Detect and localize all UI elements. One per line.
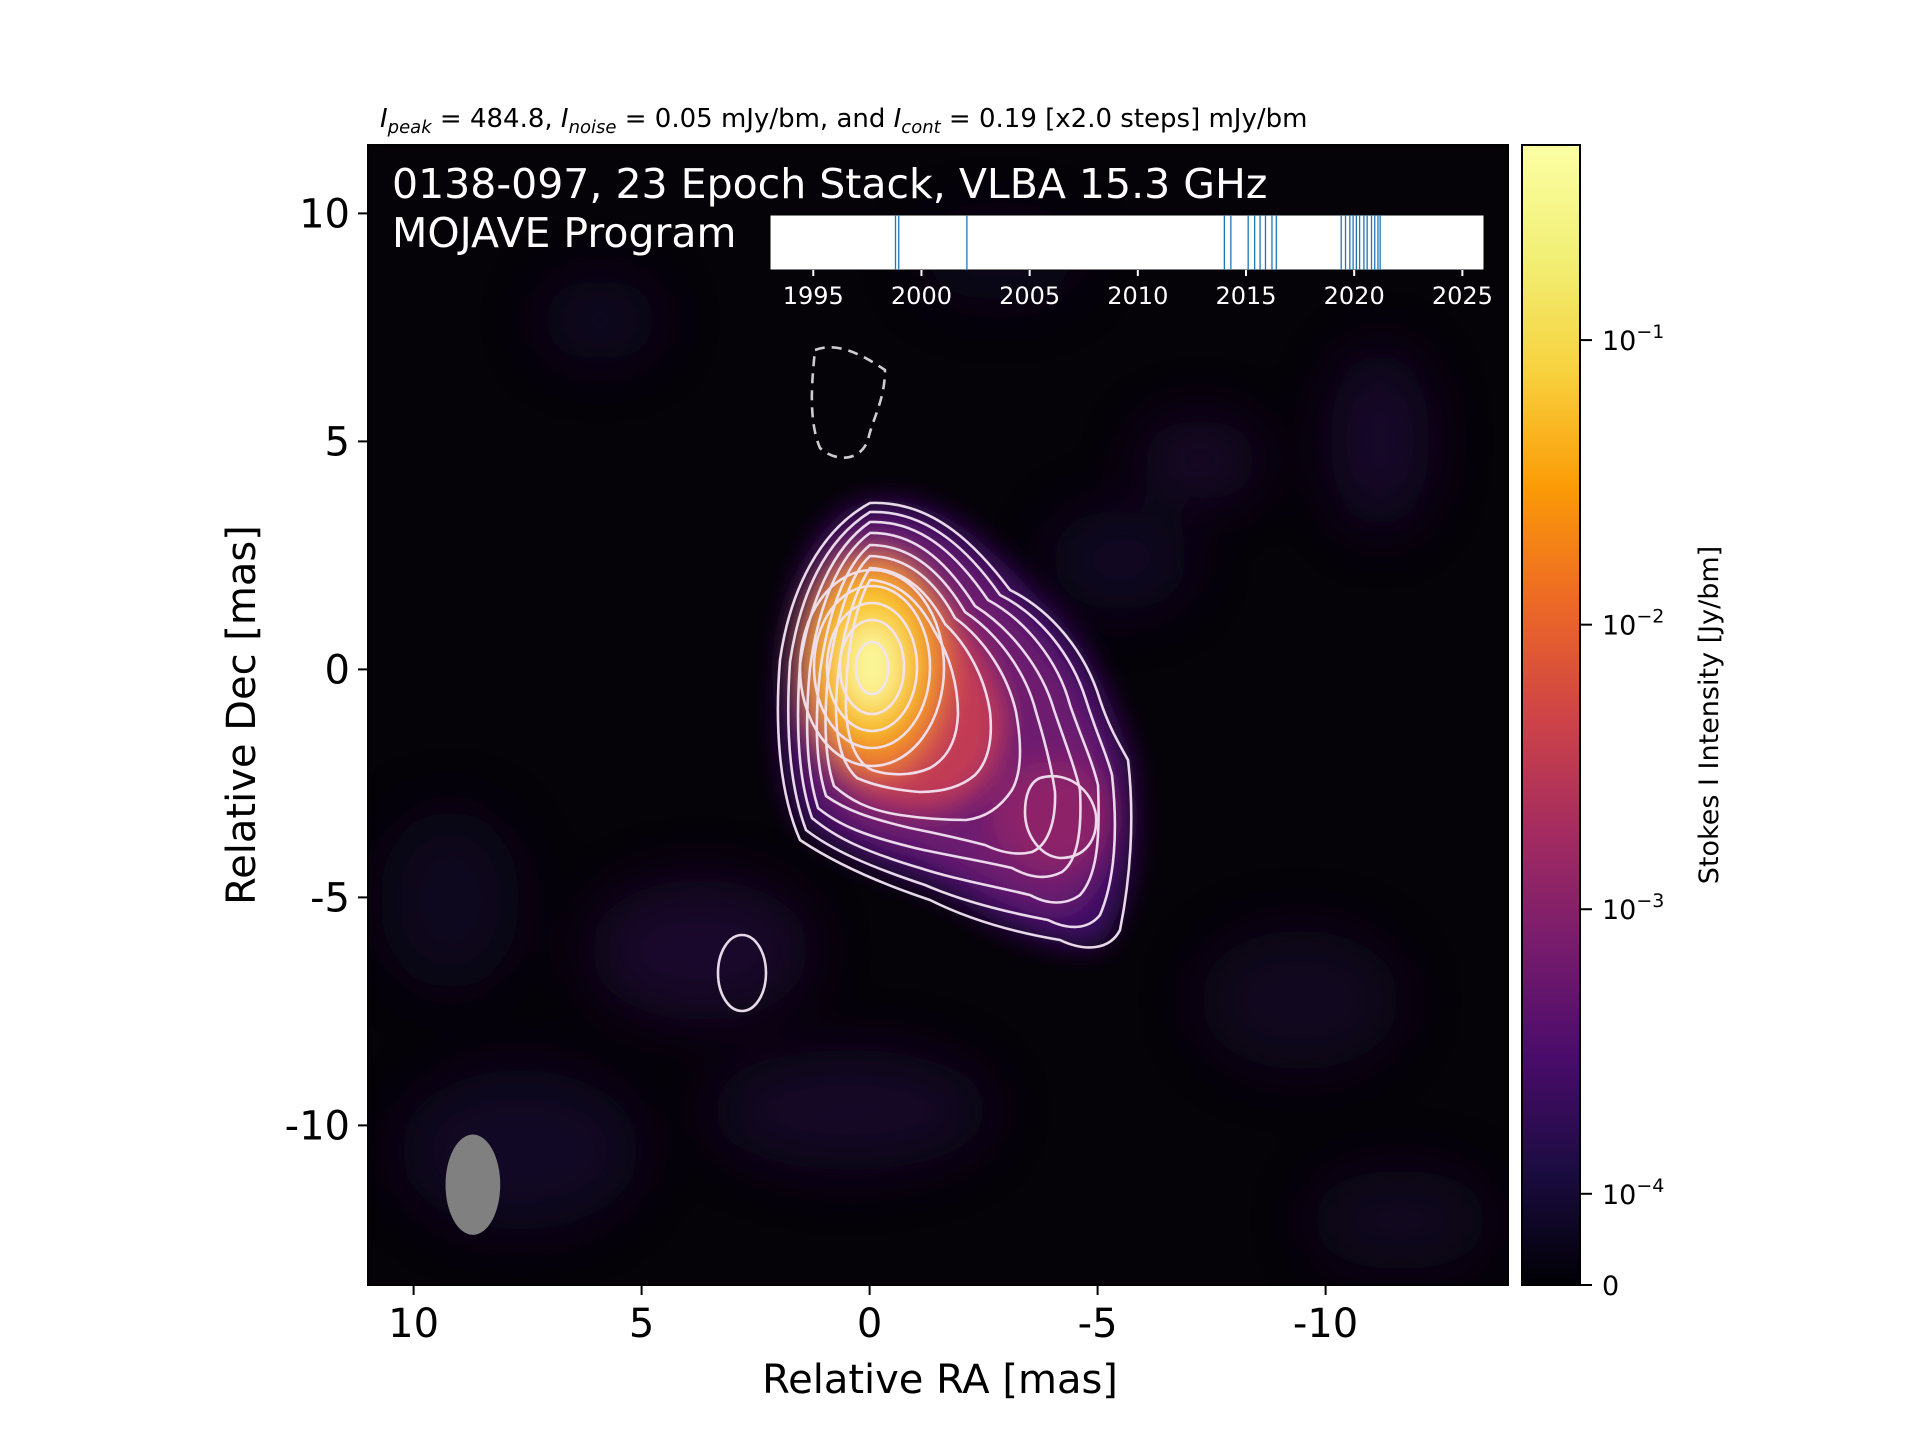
timeline-tick-label: 2015	[1215, 282, 1276, 310]
colorbar-tick-label: 0	[1602, 1271, 1619, 1302]
y-tick-label: -10	[285, 1103, 350, 1149]
x-tick-label: 5	[629, 1301, 654, 1347]
colorbar-tick-label: 10−2	[1602, 606, 1664, 642]
x-axis-label: Relative RA [mas]	[762, 1357, 1118, 1403]
timeline-tick-label: 2025	[1432, 282, 1493, 310]
jet-knot-contour	[1023, 775, 1098, 860]
map-title-line1: 0138-097, 23 Epoch Stack, VLBA 15.3 GHz	[392, 160, 1267, 208]
y-axis: 10 5 0 -5 -10	[285, 191, 368, 1149]
contour-level-11	[825, 601, 919, 733]
intensity-map	[368, 145, 1508, 1285]
negative-contour	[810, 345, 887, 459]
colorbar-gradient	[1521, 144, 1581, 1286]
timeline-tick-label: 2005	[999, 282, 1060, 310]
timeline-tick-label: 2010	[1107, 282, 1168, 310]
peak-symbol: I	[380, 104, 388, 134]
epoch-lines	[894, 215, 1381, 270]
timeline-tick-label: 2000	[891, 282, 952, 310]
beam-ellipse	[445, 1134, 501, 1235]
timeline-box	[769, 214, 1485, 271]
x-axis: 10 5 0 -5 -10	[388, 1285, 1358, 1347]
epoch-timeline: 1995 2000 2005 2010 2015 2020 2025	[769, 214, 1493, 310]
colorbar-ticks: 10−1 10−2 10−3 10−4 0	[1580, 321, 1664, 1302]
cont-symbol: I	[894, 104, 902, 134]
cont-value: = 0.19 [x2.0 steps] mJy/bm	[941, 104, 1308, 134]
x-tick-label: -5	[1078, 1301, 1118, 1347]
contour-level-12	[838, 618, 906, 716]
y-axis-label: Relative Dec [mas]	[219, 525, 265, 905]
header-stats: Ipeak = 484.8, Inoise = 0.05 mJy/bm, and…	[380, 104, 1307, 138]
contour-level-5	[815, 543, 1057, 855]
map-frame	[367, 144, 1509, 1286]
y-tick-label: 5	[325, 419, 350, 465]
x-tick-label: 10	[388, 1301, 439, 1347]
noise-texture	[380, 220, 1490, 1270]
contour-level-6	[824, 554, 1022, 822]
colorbar-tick-label: 10−3	[1602, 890, 1664, 926]
contour-level-10	[812, 584, 932, 750]
cont-subscript: cont	[901, 117, 941, 138]
map-title-line2: MOJAVE Program	[392, 209, 736, 257]
timeline-ticks: 1995 2000 2005 2010 2015 2020 2025	[783, 270, 1493, 310]
y-tick-label: 0	[325, 647, 350, 693]
timeline-tick-label: 1995	[783, 282, 844, 310]
colorbar: 10−1 10−2 10−3 10−4 0 Stokes I Intensity [Jy…	[1521, 144, 1725, 1302]
colorbar-label: Stokes I Intensity [Jy/bm]	[1694, 546, 1725, 884]
noise-value: = 0.05 mJy/bm, and	[616, 104, 893, 134]
contour-level-3	[796, 520, 1100, 904]
contour-level-13	[854, 640, 890, 696]
noise-symbol: I	[561, 104, 569, 134]
x-tick-label: 0	[857, 1301, 882, 1347]
peak-subscript: peak	[387, 117, 434, 138]
peak-value: = 484.8,	[432, 104, 561, 134]
timeline-tick-label: 2020	[1324, 282, 1385, 310]
contour-level-2	[786, 510, 1117, 929]
contour-level-9	[798, 568, 946, 768]
colorbar-tick-label: 10−1	[1602, 321, 1664, 357]
colorbar-tick-label: 10−4	[1602, 1175, 1664, 1211]
noise-subscript: noise	[569, 117, 617, 138]
isolated-contour	[716, 933, 768, 1013]
contour-level-1	[776, 501, 1133, 949]
contour-lines	[716, 345, 1133, 1013]
y-tick-label: 10	[299, 191, 350, 237]
x-tick-label: -10	[1293, 1301, 1358, 1347]
y-tick-label: -5	[310, 875, 350, 921]
